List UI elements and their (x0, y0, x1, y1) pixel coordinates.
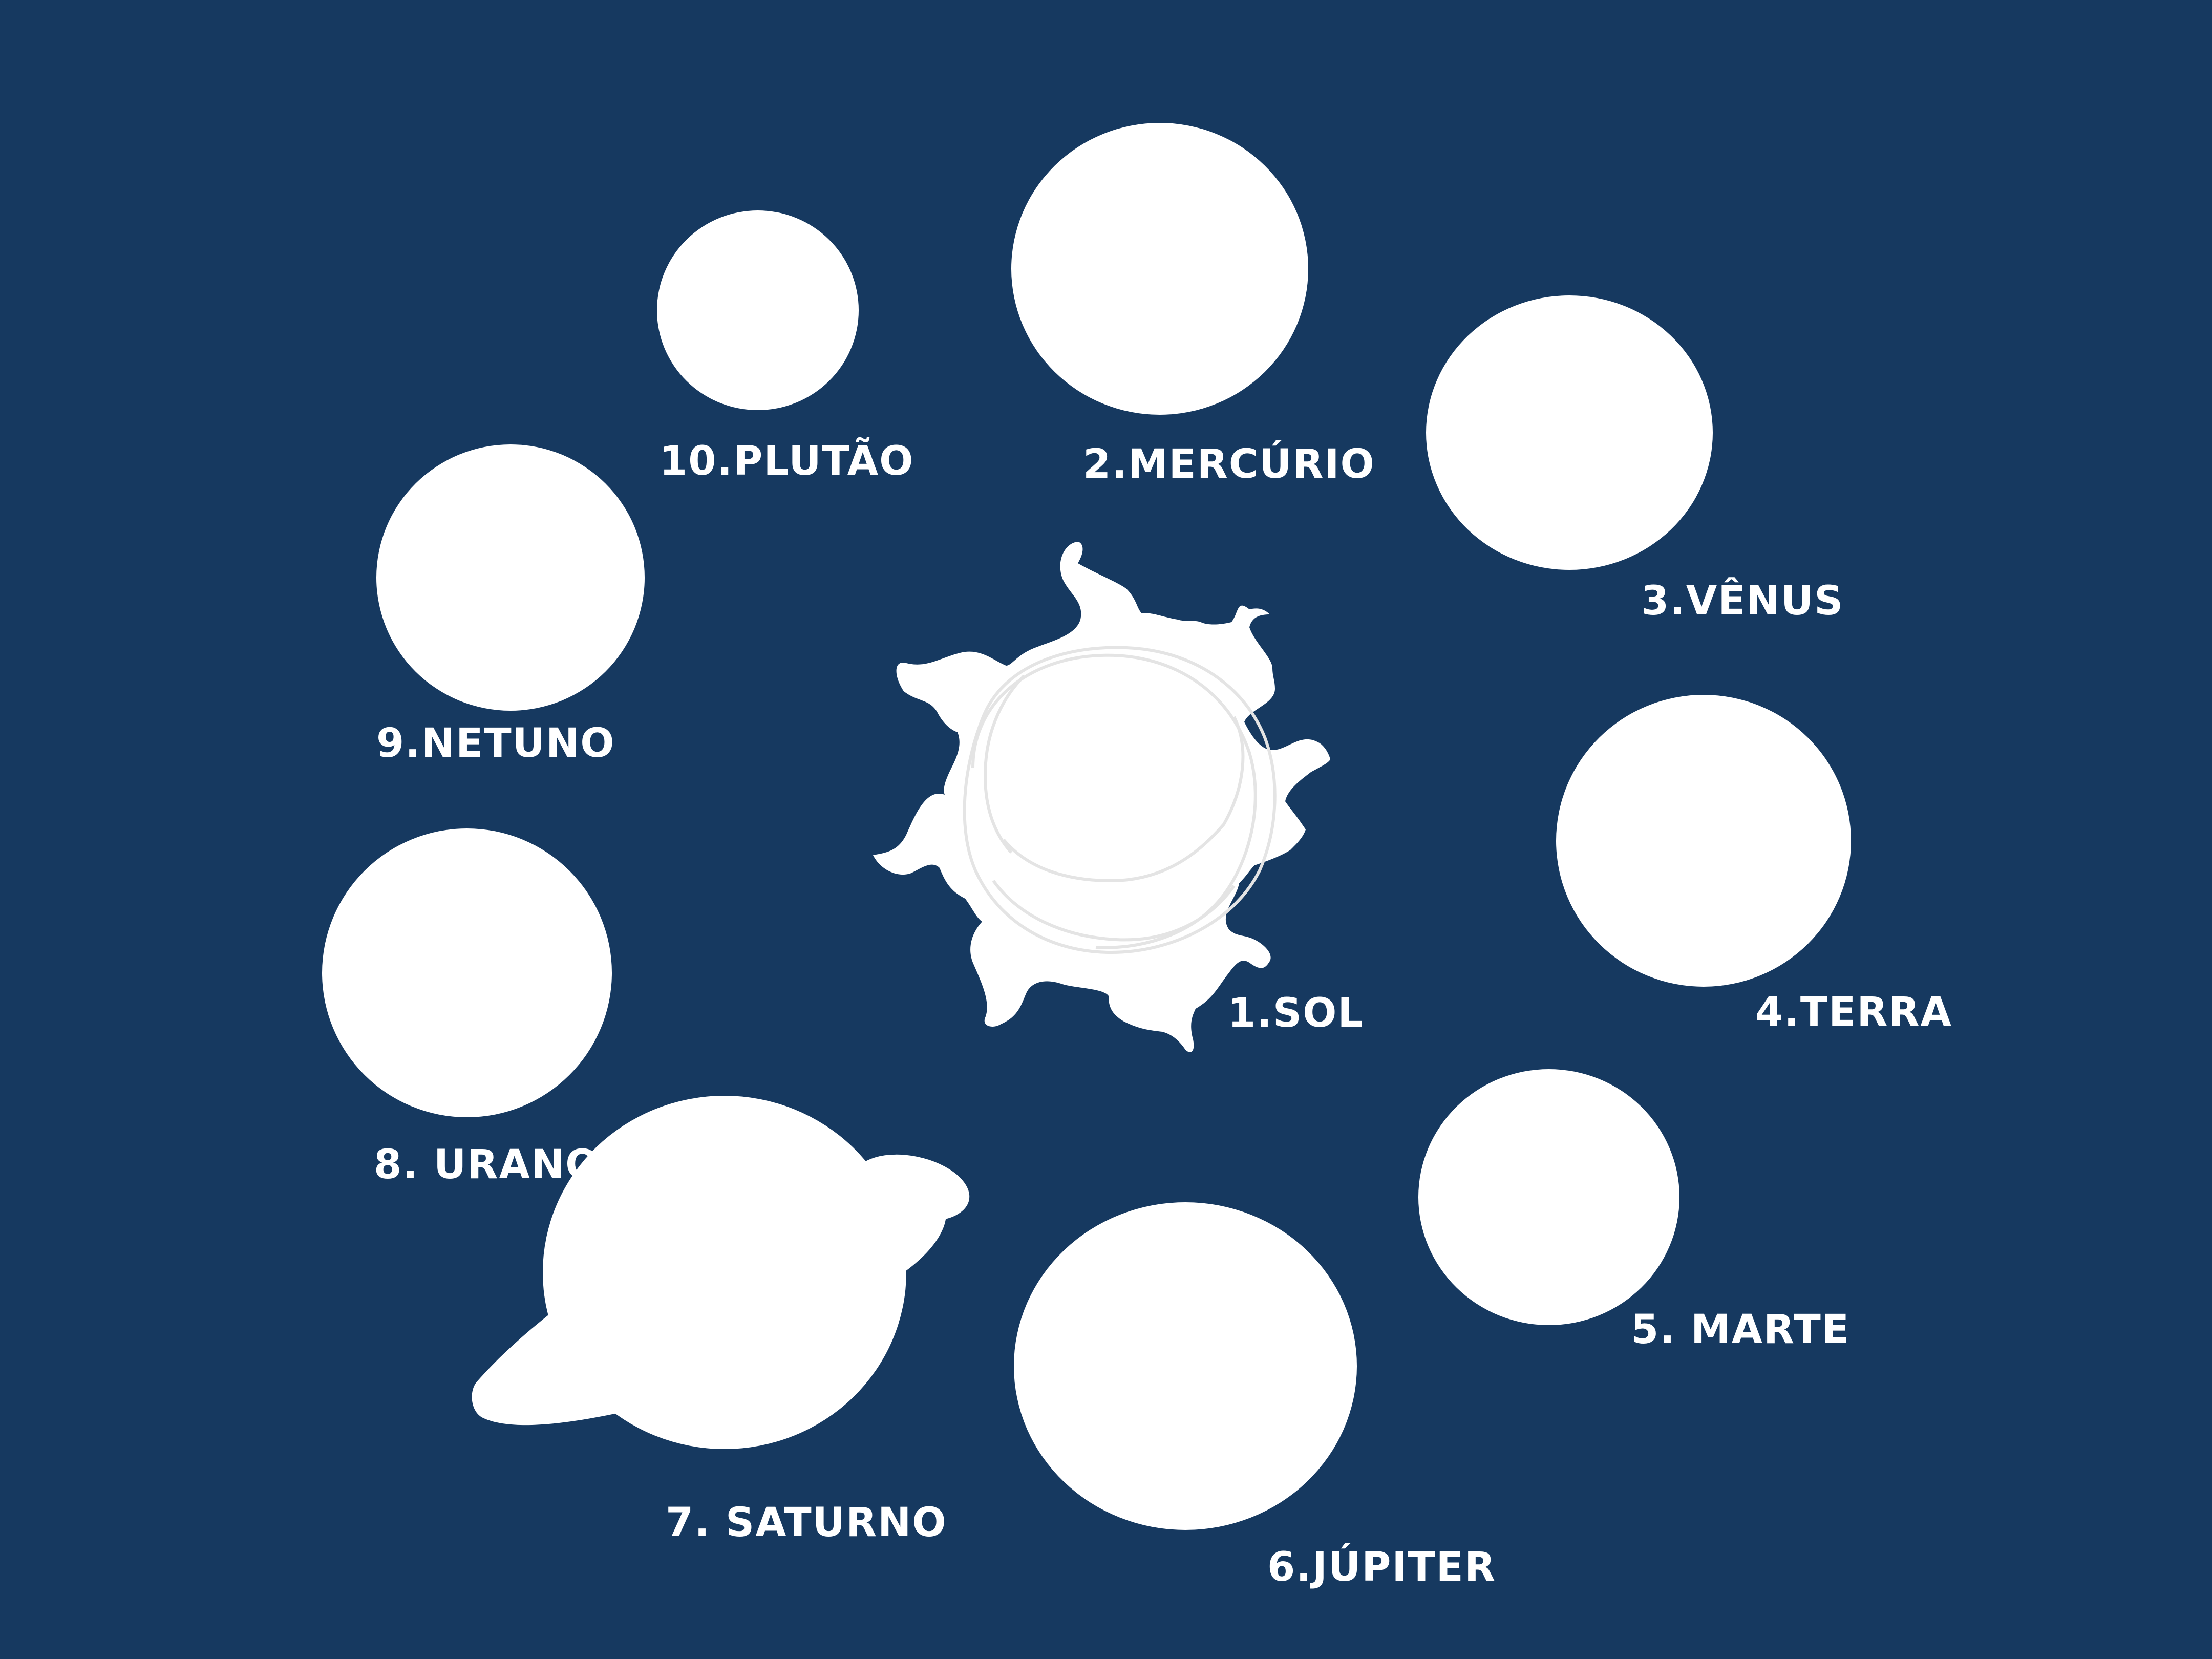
label-sol: 1.SOL (1228, 990, 1365, 1036)
label-marte: 5. MARTE (1631, 1307, 1851, 1353)
label-urano: 8. URANO (374, 1142, 601, 1188)
label-plutao: 10.PLUTÃO (660, 438, 914, 484)
label-saturno: 7. SATURNO (666, 1500, 947, 1546)
label-mercurio: 2.MERCÚRIO (1083, 441, 1375, 487)
saturno-planet (472, 1096, 970, 1449)
label-venus: 3.VÊNUS (1641, 578, 1844, 624)
jupiter-planet (1014, 1202, 1357, 1530)
marte-planet (1418, 1069, 1679, 1325)
label-jupiter: 6.JÚPITER (1267, 1544, 1496, 1590)
netuno-planet (376, 444, 645, 711)
label-netuno: 9.NETUNO (376, 720, 615, 767)
mercurio-planet (1011, 123, 1308, 415)
terra-planet (1556, 695, 1851, 987)
sun-icon (873, 542, 1330, 1052)
label-terra: 4.TERRA (1755, 989, 1952, 1035)
urano-planet (322, 828, 612, 1117)
plutao-planet (657, 210, 859, 410)
venus-planet (1426, 295, 1713, 570)
